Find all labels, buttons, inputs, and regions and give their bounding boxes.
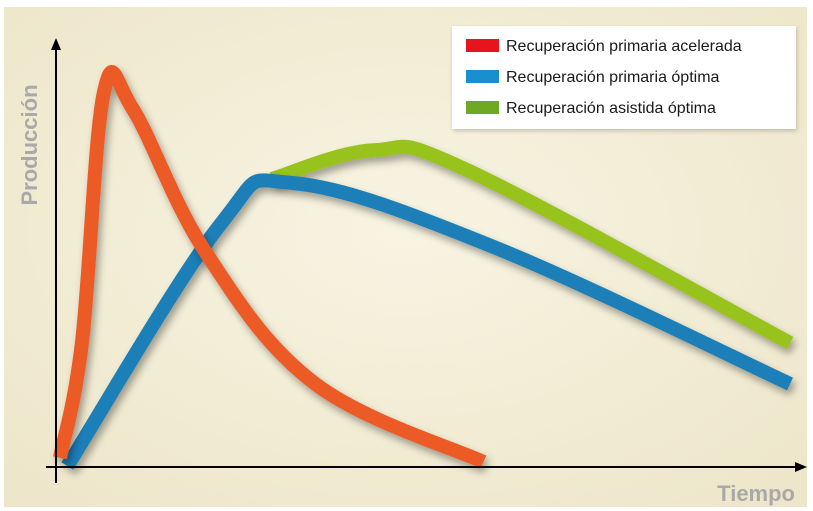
legend-label-assisted-optimal: Recuperación asistida óptima xyxy=(506,100,716,117)
series-line-assisted-optimal xyxy=(269,139,794,350)
series-layer xyxy=(53,64,794,470)
legend-label-primary-optimal: Recuperación primaria óptima xyxy=(506,69,720,86)
legend-box xyxy=(452,26,796,129)
x-axis-arrow xyxy=(795,462,807,472)
series-line-primary-optimal xyxy=(61,173,793,470)
y-axis-label: Producción xyxy=(17,84,42,205)
series-line-accelerated xyxy=(53,64,487,469)
x-axis-label: Tiempo xyxy=(717,481,795,506)
legend: Recuperación primaria acelerada Recupera… xyxy=(452,26,796,129)
legend-swatch-accelerated xyxy=(466,39,499,52)
legend-label-accelerated: Recuperación primaria acelerada xyxy=(506,38,742,55)
y-axis-arrow xyxy=(51,38,61,50)
legend-swatch-assisted-optimal xyxy=(466,101,499,114)
legend-swatch-primary-optimal xyxy=(466,70,499,83)
